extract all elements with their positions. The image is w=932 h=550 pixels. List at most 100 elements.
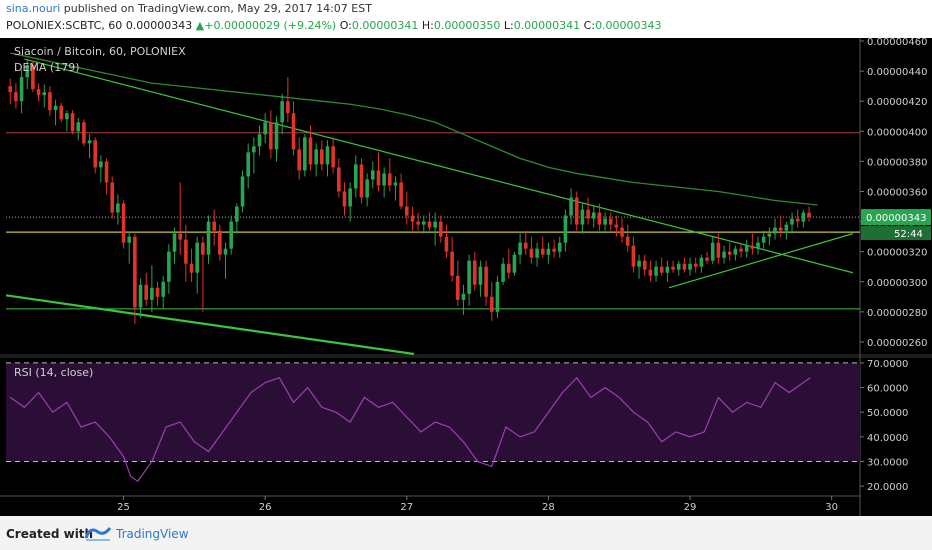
rsi-tick-label: 60.0000: [867, 384, 908, 395]
price-tick-label: 0.00000440: [867, 67, 927, 78]
candle-down: [269, 110, 273, 159]
candle-up: [557, 236, 562, 258]
candle-up: [246, 143, 250, 189]
chart-area[interactable]: 0.00000460 0.00000440 0.00000420 0.00000400…: [0, 38, 932, 516]
candle-body: [569, 197, 573, 216]
candle-up: [393, 176, 398, 201]
candle-body: [727, 251, 732, 255]
candle-up: [722, 245, 726, 264]
candle-body: [557, 242, 562, 252]
time-tick-label: 25: [117, 502, 130, 513]
candle-body: [654, 266, 658, 276]
candle-down: [472, 251, 477, 291]
candle-body: [586, 209, 590, 219]
candle-body: [365, 179, 369, 198]
candle-up: [303, 134, 307, 177]
open-label: O:: [339, 19, 352, 32]
candle-down: [529, 236, 534, 264]
candle-body: [382, 173, 386, 186]
candle-body: [637, 260, 641, 267]
candle-up: [167, 244, 171, 294]
candle-down: [291, 101, 296, 156]
candle-down: [342, 182, 347, 216]
candle-down: [133, 233, 137, 324]
candle-down: [427, 212, 432, 231]
candle-body: [240, 176, 245, 207]
candle-up: [19, 69, 24, 114]
candle-up: [229, 215, 233, 255]
candle-body: [495, 281, 500, 312]
candle-body: [223, 248, 228, 255]
candle-up: [756, 236, 760, 255]
candle-down: [444, 224, 449, 258]
candle-body: [756, 242, 760, 249]
candle-body: [42, 92, 47, 96]
candle-body: [82, 122, 86, 144]
candle-body: [501, 263, 505, 282]
candle-down: [597, 203, 602, 231]
candle-up: [569, 188, 573, 225]
price-tick-label: 0.00000380: [867, 157, 927, 168]
candle-body: [308, 137, 313, 165]
candle-down: [359, 158, 364, 204]
author-link[interactable]: sina.nouri: [6, 2, 61, 15]
candle-body: [19, 77, 24, 102]
candle-body: [512, 254, 517, 273]
candle-body: [433, 221, 437, 228]
candle-body: [518, 242, 522, 255]
candle-down: [608, 212, 613, 231]
candle-body: [648, 269, 653, 276]
candle-body: [184, 239, 188, 264]
low-value: 0.00000341: [513, 19, 581, 32]
created-with-label: Created with: [6, 527, 94, 541]
candle-down: [410, 206, 415, 231]
candle-down: [8, 78, 13, 105]
candle-body: [53, 105, 58, 111]
trendline: [24, 58, 854, 274]
candle-up: [512, 251, 517, 276]
candle-body: [716, 242, 721, 258]
candle-body: [14, 92, 18, 102]
candle-body: [314, 149, 318, 165]
close-label: C:: [583, 19, 596, 32]
candle-body: [733, 248, 738, 255]
candle-body: [150, 287, 154, 300]
candle-body: [450, 251, 454, 276]
high-value: 0.00000350: [433, 19, 501, 32]
candle-body: [472, 260, 477, 285]
candle-body: [303, 137, 307, 171]
candle-body: [348, 188, 352, 207]
candle-body: [416, 221, 420, 225]
candle-up: [767, 227, 772, 246]
candle-up: [76, 117, 81, 141]
candle-up: [274, 116, 279, 162]
tradingview-logo-icon[interactable]: [84, 524, 112, 542]
countdown-label: 52:44: [894, 229, 923, 240]
candle-body: [478, 266, 483, 285]
price-tick-label: 0.00000400: [867, 127, 927, 138]
chart-svg[interactable]: 0.00000460 0.00000440 0.00000420 0.00000400…: [0, 38, 932, 516]
candle-down: [574, 191, 579, 231]
candle-body: [144, 284, 149, 300]
candle-down: [320, 140, 324, 171]
candle-down: [184, 224, 188, 282]
price-tick-label: 0.00000300: [867, 278, 927, 289]
candle-down: [14, 83, 18, 109]
candle-up: [518, 233, 522, 264]
candle-body: [206, 221, 211, 255]
candle-body: [421, 221, 426, 225]
candle-body: [631, 245, 636, 267]
price-tag-box: [861, 209, 931, 226]
candle-body: [676, 263, 681, 270]
candle-body: [76, 122, 81, 132]
candle-up: [665, 260, 670, 282]
candle-body: [8, 86, 13, 93]
tradingview-brand[interactable]: TradingView: [116, 527, 189, 541]
time-tick-label: 29: [684, 502, 697, 513]
candle-body: [807, 212, 811, 218]
candle-up: [699, 254, 704, 273]
candle-up: [263, 113, 267, 144]
candle-body: [444, 236, 449, 252]
candle-up: [150, 265, 154, 312]
candle-body: [784, 224, 789, 231]
